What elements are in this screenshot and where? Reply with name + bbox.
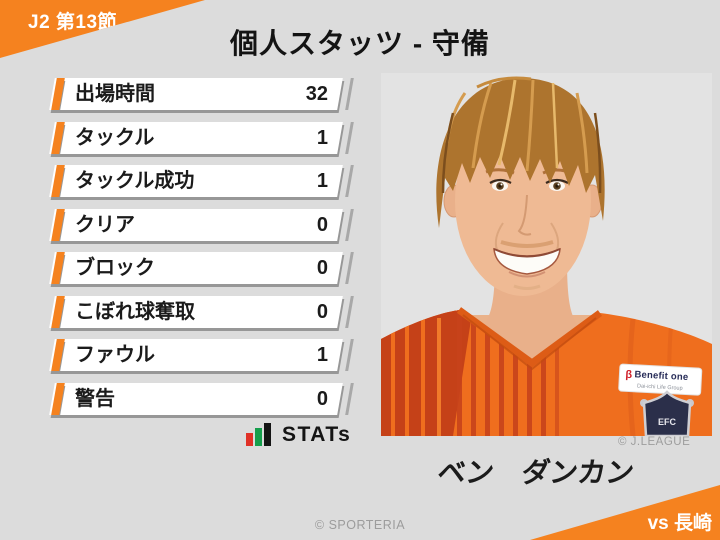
stat-row: タックル成功 1 <box>49 165 354 197</box>
stat-row-slash-decoration <box>345 295 354 328</box>
site-credit: © SPORTERIA <box>314 518 406 532</box>
stat-label: ファウル <box>75 344 155 366</box>
stat-row-slash-decoration <box>345 208 354 241</box>
stat-row: ブロック 0 <box>49 252 354 284</box>
stat-row: クリア 0 <box>49 208 354 241</box>
stat-row: 出場時間 32 <box>49 78 354 110</box>
stat-value: 32 <box>305 83 328 105</box>
sponsor-name: Benefit one <box>634 369 688 383</box>
stat-label: タックル <box>75 126 155 149</box>
stat-value: 1 <box>316 170 328 192</box>
stat-value: 0 <box>316 387 328 410</box>
sponsor-mark: β <box>625 369 633 381</box>
stat-row: タックル 1 <box>49 121 354 154</box>
stat-label: こぼれ球奪取 <box>75 300 195 323</box>
stat-row-slash-decoration <box>345 382 354 415</box>
stat-row: ファウル 1 <box>49 339 354 371</box>
stat-row-slash-decoration <box>345 121 354 154</box>
player-portrait-illustration: β Benefit one Dai-ichi Life Group EFC <box>381 73 712 438</box>
sponsor-subtext: Dai-ichi Life Group <box>637 383 683 391</box>
stat-label: 出場時間 <box>75 83 155 105</box>
stats-list: 出場時間 32 タックル 1 タックル成功 1 クリア 0 <box>49 78 354 426</box>
stat-row: 警告 0 <box>49 382 354 415</box>
stat-row-slash-decoration <box>345 165 354 197</box>
player-photo: β Benefit one Dai-ichi Life Group EFC <box>381 73 712 438</box>
stat-row-slash-decoration <box>345 78 354 110</box>
stat-label: タックル成功 <box>75 170 195 192</box>
stat-value: 1 <box>316 344 328 366</box>
player-name: ベン ダンカン <box>435 457 636 488</box>
stat-row-slash-decoration <box>345 339 354 371</box>
stats-logo: STATs <box>246 422 351 446</box>
stat-value: 0 <box>316 213 328 236</box>
stat-label: ブロック <box>75 257 155 279</box>
stat-value: 0 <box>316 300 328 323</box>
page-title: 個人スタッツ - 守備 <box>230 28 490 59</box>
stats-bars-icon <box>255 428 262 446</box>
crest-monogram: EFC <box>658 417 677 427</box>
stat-value: 0 <box>316 257 328 279</box>
stat-value: 1 <box>316 126 328 149</box>
opponent-badge-triangle: vs 長崎 <box>530 485 720 540</box>
round-badge-label: J2 第13節 <box>28 12 118 33</box>
stats-logo-label: STATs <box>282 423 352 446</box>
stat-label: 警告 <box>75 387 115 410</box>
stats-bars-icon <box>264 423 271 446</box>
photo-credit: © J.LEAGUE <box>618 436 691 448</box>
opponent-badge-label: vs 長崎 <box>647 513 712 534</box>
stat-row: こぼれ球奪取 0 <box>49 295 354 328</box>
stat-label: クリア <box>75 213 135 236</box>
stat-row-slash-decoration <box>345 252 354 284</box>
stats-bars-icon <box>246 433 253 446</box>
